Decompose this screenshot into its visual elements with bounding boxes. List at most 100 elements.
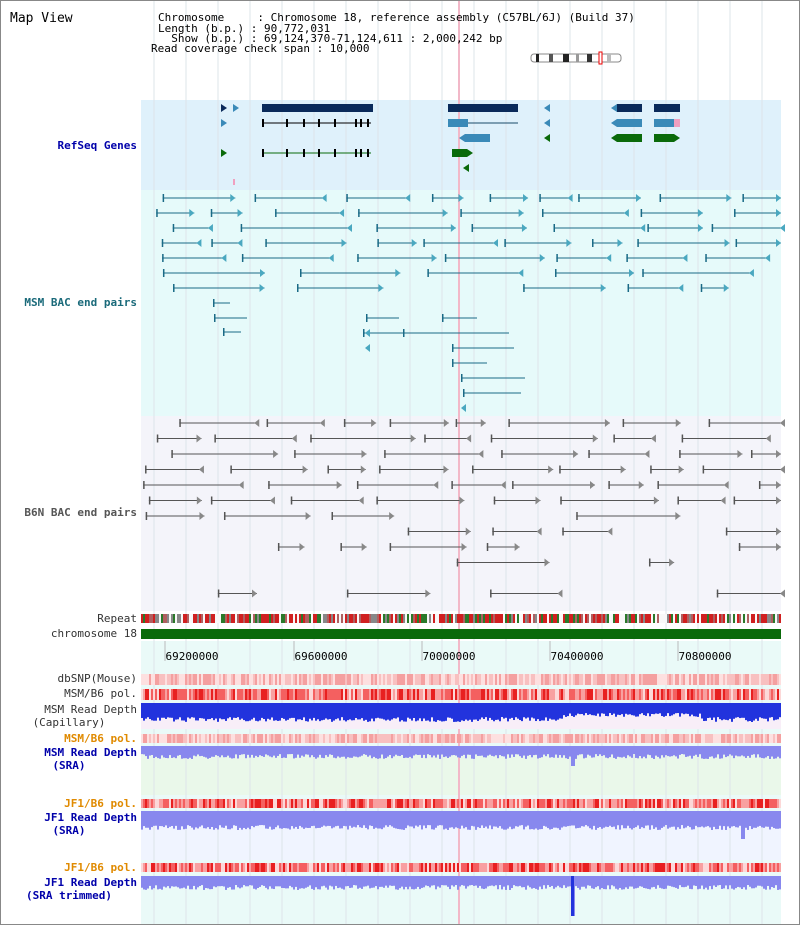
jf1-depth-sra-bar (283, 811, 285, 829)
repeat-block (361, 614, 363, 623)
jf1-b6-pol-trimmed-heat (693, 863, 695, 872)
track-label-b6n-bac[interactable]: B6N BAC end pairs (24, 506, 137, 519)
b6n-bac-pair-end (466, 434, 472, 443)
jf1-depth-sra-bar (713, 811, 715, 827)
track-label-jf1-depth-sra[interactable]: JF1 Read Depth (44, 811, 137, 824)
jf1-depth-sra-bar (313, 811, 315, 826)
jf1-depth-trimmed-bar (587, 876, 589, 886)
msm-depth-capillary-bar (599, 703, 601, 717)
jf1-b6-pol-heat (225, 799, 227, 808)
repeat-block (737, 614, 739, 623)
jf1-b6-pol-trimmed-heat (523, 863, 525, 872)
msm-depth-sra-bar (327, 746, 329, 757)
track-label-chromosome[interactable]: chromosome 18 (50, 627, 137, 640)
track-label-jf1-depth-trimmed[interactable]: JF1 Read Depth (44, 876, 137, 889)
msm-depth-sra-bar (405, 746, 407, 758)
jf1-b6-pol-heat (599, 799, 601, 808)
msm-b6-pol-sra-heat (419, 734, 421, 743)
msm-bac-pair-end (395, 269, 401, 277)
jf1-depth-sra-bar (317, 811, 319, 828)
msm-bac-pair-end (172, 224, 175, 232)
track-label-msm-bac[interactable]: MSM BAC end pairs (24, 296, 137, 309)
jf1-depth-trimmed-bar (771, 876, 773, 888)
msm-b6-pol-sra-heat (713, 734, 715, 743)
msm-depth-sra-bar (473, 746, 475, 759)
msm-b6-pol-sra-heat (597, 734, 599, 743)
jf1-depth-sra-bar (549, 811, 551, 830)
msm-b6-pol-heat (353, 689, 355, 700)
jf1-b6-pol-heat (285, 799, 287, 808)
jf1-depth-trimmed-bar (311, 876, 313, 889)
jf1-b6-pol-trimmed-heat (337, 863, 339, 872)
track-label-msm-depth-capillary[interactable]: MSM Read Depth (44, 703, 137, 716)
dbsnp-heat (559, 674, 561, 685)
msm-depth-sra-bar (601, 746, 603, 756)
jf1-b6-pol-trimmed-heat (151, 863, 153, 872)
msm-depth-sra-bar (377, 746, 379, 759)
msm-depth-capillary-bar (463, 703, 465, 722)
msm-depth-capillary-bar (453, 703, 455, 722)
msm-b6-pol-sra-heat (239, 734, 241, 743)
b6n-bac-pair-end (588, 450, 590, 458)
msm-depth-sra-bar (401, 746, 403, 755)
msm-b6-pol-sra-heat (613, 734, 615, 743)
msm-b6-pol-heat (745, 689, 747, 700)
track-label-msm-b6-pol[interactable]: MSM/B6 pol. (64, 687, 137, 700)
msm-depth-sra-bar (577, 746, 579, 756)
jf1-b6-pol-heat (569, 799, 571, 808)
track-label-repeat[interactable]: Repeat (97, 612, 137, 625)
msm-b6-pol-sra-heat (265, 734, 267, 743)
msm-depth-sra-bar (613, 746, 615, 758)
b6n-bac-pair-end (346, 589, 349, 598)
msm-b6-pol-heat (741, 689, 743, 700)
jf1-b6-pol-trimmed-heat (141, 863, 143, 872)
track-label-msm-b6-pol-sra[interactable]: MSM/B6 pol. (64, 732, 137, 745)
dbsnp-heat (243, 674, 245, 685)
dbsnp-heat (553, 674, 555, 685)
jf1-depth-trimmed-bar (719, 876, 721, 886)
jf1-depth-trimmed-bar (369, 876, 371, 889)
jf1-b6-pol-heat (731, 799, 733, 808)
repeat-block (673, 614, 675, 623)
dbsnp-heat (351, 674, 353, 685)
jf1-depth-trimmed-bar (393, 876, 395, 886)
msm-b6-pol-heat (533, 689, 535, 700)
msm-depth-sra-bar (767, 746, 769, 757)
jf1-depth-trimmed-bar (611, 876, 613, 886)
msm-b6-pol-heat (343, 689, 345, 700)
msm-depth-capillary-bar (165, 703, 167, 719)
msm-depth-capillary-bar (257, 703, 259, 722)
msm-b6-pol-heat (375, 689, 377, 700)
msm-b6-pol-heat (177, 689, 179, 700)
msm-b6-pol-sra-heat (745, 734, 747, 743)
msm-b6-pol-heat (263, 689, 265, 700)
track-label-dbsnp[interactable]: dbSNP(Mouse) (57, 672, 137, 685)
track-label-refseq[interactable]: RefSeq Genes (57, 139, 137, 152)
repeat-block (203, 614, 205, 623)
msm-depth-capillary-bar (687, 703, 689, 714)
jf1-depth-trimmed-bar (527, 876, 529, 886)
msm-b6-pol-sra-heat (351, 734, 353, 743)
track-label-jf1-b6-pol[interactable]: JF1/B6 pol. (64, 797, 137, 810)
msm-depth-sra-bar (763, 746, 765, 759)
jf1-depth-trimmed-bar (481, 876, 483, 889)
track-label-jf1-b6-pol-trimmed[interactable]: JF1/B6 pol. (64, 861, 137, 874)
msm-bac-pair-end (623, 209, 629, 217)
msm-bac-pair-end (431, 254, 437, 262)
repeat-block (565, 614, 567, 623)
repeat-block (595, 614, 597, 623)
dbsnp-heat (453, 674, 455, 685)
jf1-depth-sra-bar (597, 811, 599, 828)
jf1-b6-pol-trimmed-heat (583, 863, 585, 872)
msm-b6-pol-heat (217, 689, 219, 700)
dbsnp-heat (507, 674, 509, 685)
jf1-b6-pol-trimmed-heat (753, 863, 755, 872)
track-label-msm-depth-sra[interactable]: MSM Read Depth (44, 746, 137, 759)
jf1-b6-pol-trimmed-heat (749, 863, 751, 872)
msm-depth-sra-bar (545, 746, 547, 757)
msm-depth-sra-bar (475, 746, 477, 755)
b6n-bac-pair-end (737, 450, 743, 458)
jf1-depth-trimmed-bar (367, 876, 369, 886)
jf1-b6-pol-heat (405, 799, 407, 808)
